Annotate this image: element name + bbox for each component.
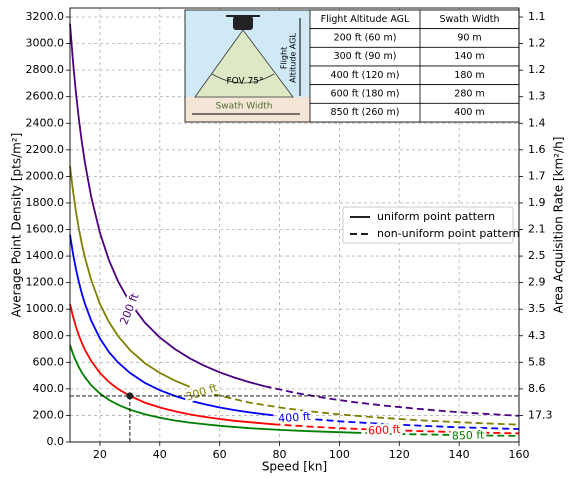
legend-label: non-uniform point pattern	[377, 227, 520, 240]
table-cell: Flight Altitude AGL	[321, 14, 410, 25]
y-tick-label: 1000.0	[26, 302, 65, 315]
table-cell: 280 m	[454, 89, 484, 100]
y2-tick-label: 5.8	[528, 355, 546, 368]
series-line	[69, 23, 265, 388]
x-tick-label: 120	[389, 448, 410, 461]
series-line	[69, 303, 274, 426]
y2-tick-label: 3.5	[528, 302, 546, 315]
y2-tick-label: 2.5	[528, 249, 546, 262]
reference-point	[126, 392, 134, 400]
x-tick-label: 160	[509, 448, 530, 461]
ground	[185, 97, 310, 122]
swath-label: Swath Width	[216, 102, 273, 112]
y2-tick-label: 1.6	[528, 143, 546, 156]
table-cell: 200 ft (60 m)	[334, 33, 397, 44]
y-tick-label: 2000.0	[26, 169, 65, 182]
x-tick-label: 20	[93, 448, 107, 461]
y-tick-label: 600.0	[33, 355, 65, 368]
y2-tick-label: 1.2	[528, 63, 546, 76]
y-tick-label: 2800.0	[26, 63, 65, 76]
series-label: 850 ft	[452, 428, 486, 442]
y-tick-label: 1400.0	[26, 249, 65, 262]
x-tick-label: 140	[449, 448, 470, 461]
x-tick-label: 80	[273, 448, 287, 461]
y2-tick-label: 2.1	[528, 223, 546, 236]
series-line	[315, 418, 520, 430]
series-line	[69, 344, 355, 434]
altitude-label: Altitude AGL	[289, 33, 298, 83]
series-line	[213, 393, 520, 426]
y2-tick-label: 1.9	[528, 196, 546, 209]
y-tick-label: 1200.0	[26, 276, 65, 289]
series-line	[69, 234, 274, 417]
drone	[233, 16, 253, 30]
y2-tick-label: 1.2	[528, 37, 546, 50]
table-cell: 400 m	[454, 107, 484, 118]
fov-label: FOV 75°	[226, 77, 263, 87]
altitude-label: Flight	[280, 47, 289, 69]
y-tick-label: 2200.0	[26, 143, 65, 156]
axes-frame	[69, 7, 520, 443]
x-tick-label: 60	[213, 448, 227, 461]
table-cell: 90 m	[457, 33, 481, 44]
table-cell: 140 m	[454, 51, 484, 62]
table-cell: 850 ft (260 m)	[331, 107, 400, 118]
y2-tick-label: 1.7	[528, 169, 546, 182]
series-label: 600 ft	[368, 423, 402, 438]
table-cell: 180 m	[454, 70, 484, 81]
y-tick-label: 0.0	[47, 435, 65, 448]
fov-cone	[194, 29, 294, 98]
y-tick-label: 200.0	[33, 408, 65, 421]
y2-tick-label: 4.3	[528, 329, 546, 342]
y-axis-label: Average Point Density [pts/m²]	[10, 133, 24, 318]
legend-label: uniform point pattern	[377, 210, 495, 223]
y2-tick-label: 1.1	[528, 10, 546, 23]
series-label: 400 ft	[278, 410, 312, 425]
legend-box	[342, 206, 514, 244]
y2-tick-label: 17.3	[528, 408, 553, 421]
y-tick-label: 2400.0	[26, 116, 65, 129]
y-tick-label: 3000.0	[26, 37, 65, 50]
y2-tick-label: 8.6	[528, 382, 546, 395]
series-line	[69, 165, 191, 388]
y2-axis-label: Area Acquisition Rate [km²/h]	[552, 137, 566, 314]
y-tick-label: 3200.0	[26, 10, 65, 23]
table-cell: 300 ft (90 m)	[334, 51, 397, 62]
y-tick-label: 2600.0	[26, 90, 65, 103]
y-tick-label: 1600.0	[26, 223, 65, 236]
series-line	[273, 423, 520, 435]
y2-tick-label: 1.3	[528, 90, 546, 103]
x-tick-label: 100	[329, 448, 350, 461]
y-tick-label: 400.0	[33, 382, 65, 395]
y2-tick-label: 1.4	[528, 116, 546, 129]
y-tick-label: 800.0	[33, 329, 65, 342]
table-cell: 400 ft (120 m)	[331, 70, 400, 81]
fov-arc	[211, 73, 275, 84]
y-tick-label: 1800.0	[26, 196, 65, 209]
series-line	[354, 431, 520, 437]
table-cell: Swath Width	[440, 14, 500, 25]
x-tick-label: 40	[153, 448, 167, 461]
inset: FOV 75° Swath Width Flight Altitude AGL …	[184, 9, 520, 123]
table-cell: 600 ft (180 m)	[331, 89, 400, 100]
x-axis-label: Speed [kn]	[262, 460, 327, 474]
y2-tick-label: 2.9	[528, 276, 546, 289]
series-line	[264, 385, 520, 417]
